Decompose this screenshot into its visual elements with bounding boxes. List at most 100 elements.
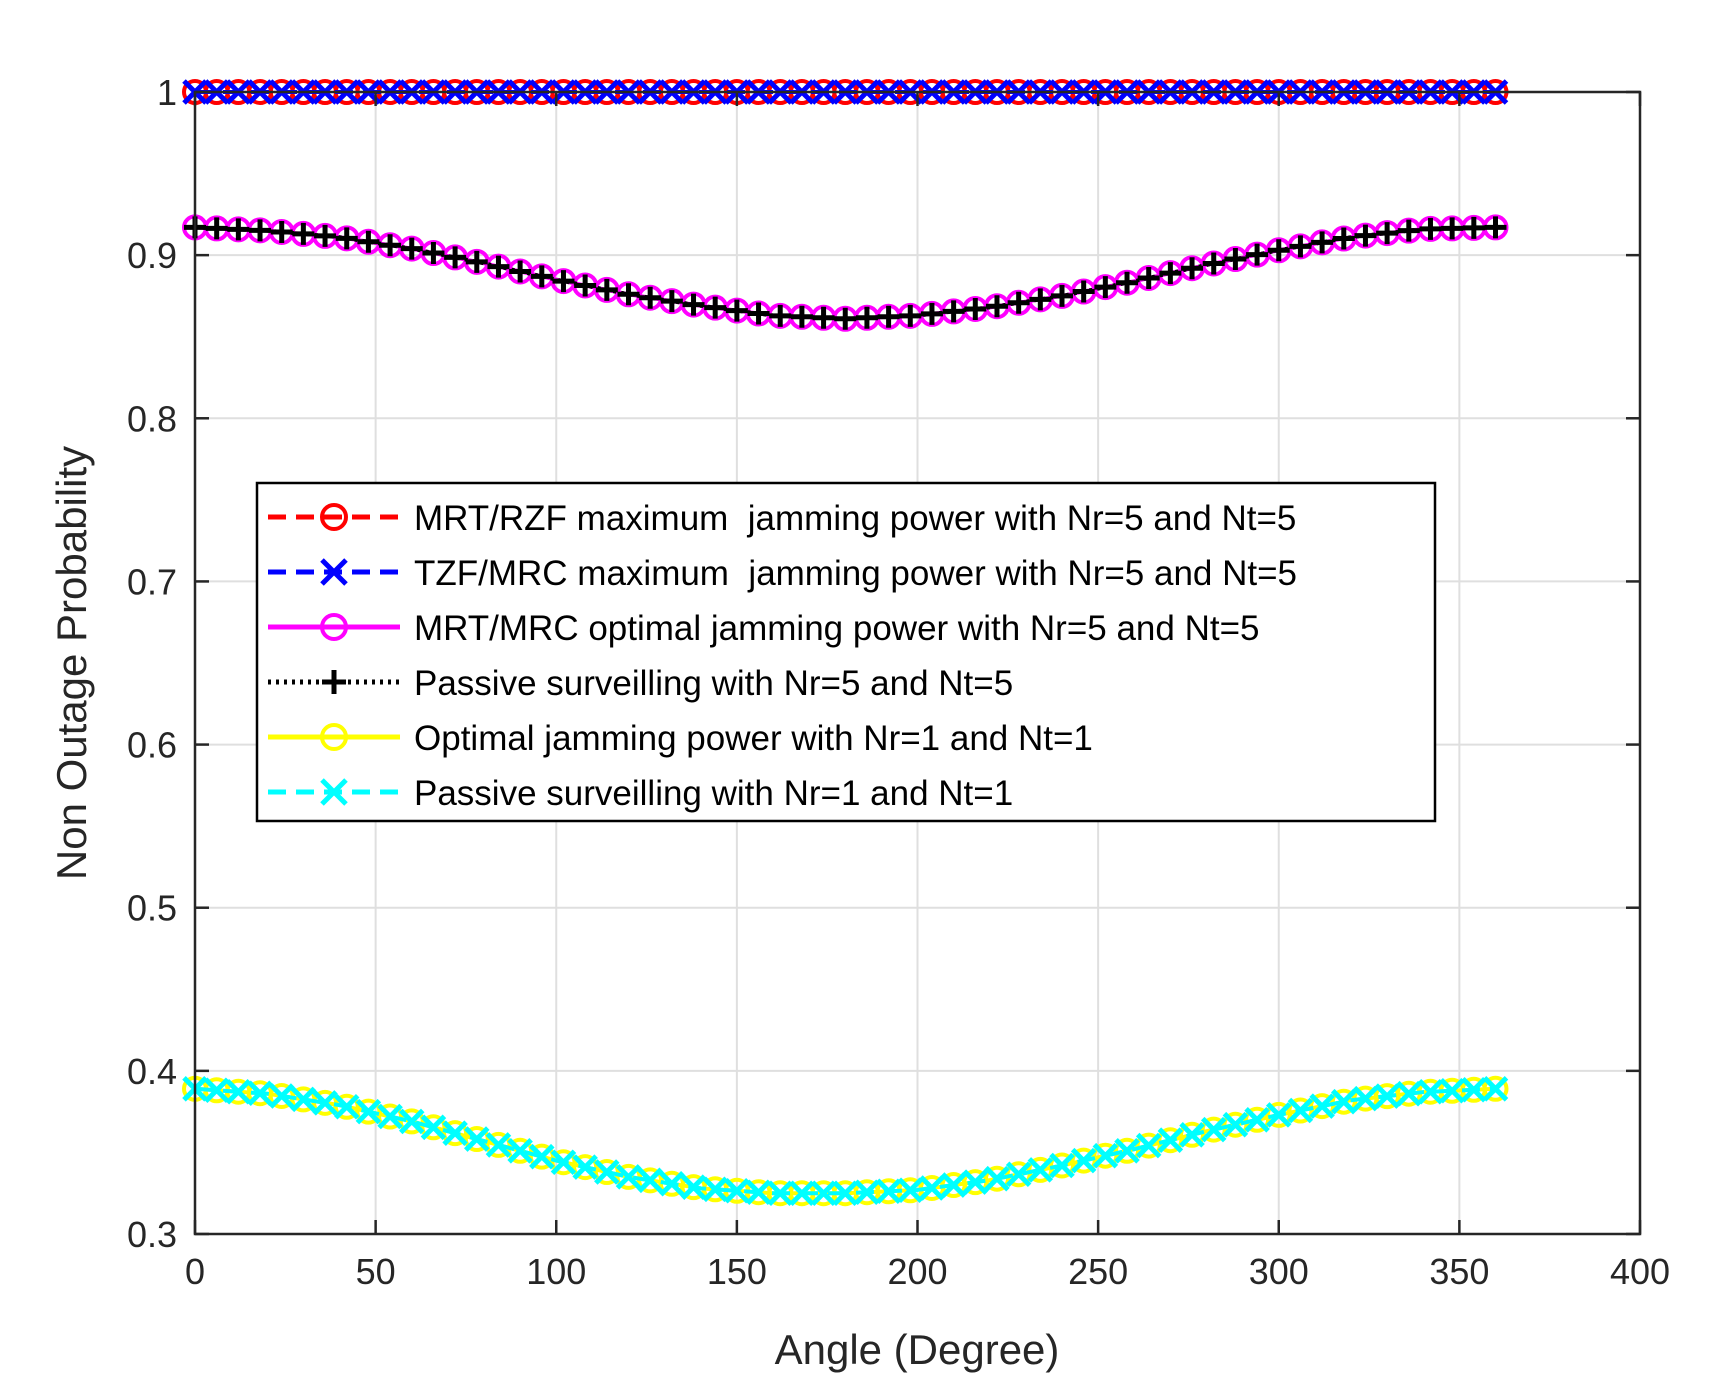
data-point <box>920 302 943 325</box>
data-point <box>1179 1122 1205 1148</box>
data-point <box>292 222 315 245</box>
data-point <box>1244 1107 1270 1133</box>
data-point <box>855 306 878 329</box>
data-point <box>1417 1078 1444 1105</box>
data-point <box>247 1080 273 1106</box>
data-point <box>1462 216 1485 239</box>
data-point <box>1246 243 1269 266</box>
data-point <box>1007 291 1030 314</box>
data-point <box>1027 1157 1054 1183</box>
data-point <box>724 1178 750 1204</box>
data-point <box>659 1170 685 1197</box>
data-point <box>1331 1088 1357 1115</box>
data-point <box>702 1176 728 1203</box>
data-point <box>875 1178 902 1205</box>
data-point <box>789 1180 815 1206</box>
x-axis-title: Angle (Degree) <box>775 1326 1060 1373</box>
data-point <box>552 270 575 293</box>
data-point <box>834 307 857 330</box>
data-point <box>985 295 1008 318</box>
legend-marker-5 <box>320 723 348 751</box>
data-point <box>1289 235 1312 258</box>
series-4 <box>184 216 1507 330</box>
data-point <box>919 1175 945 1201</box>
legend-label-3: MRT/MRC optimal jamming power with Nr=5 … <box>414 609 1259 648</box>
data-point <box>1029 288 1052 311</box>
data-point <box>769 304 792 327</box>
y-tick-label: 0.9 <box>127 235 177 276</box>
data-point <box>227 218 250 241</box>
data-point <box>1441 217 1464 240</box>
data-point <box>1352 1085 1379 1112</box>
data-point <box>1311 231 1334 254</box>
data-point <box>1332 227 1355 250</box>
data-point <box>225 1078 252 1105</box>
data-point <box>940 1172 967 1198</box>
data-point <box>1114 1138 1140 1164</box>
data-point <box>314 224 337 247</box>
data-point <box>1135 1132 1162 1159</box>
data-point <box>594 1159 620 1185</box>
data-point <box>1137 266 1160 289</box>
y-axis-title: Non Outage Probability <box>48 446 95 880</box>
data-point <box>897 1177 924 1204</box>
legend-marker-4 <box>322 670 346 694</box>
data-point <box>487 255 510 278</box>
x-tick-label: 350 <box>1429 1251 1489 1292</box>
data-point <box>1265 1102 1292 1128</box>
data-point <box>1005 1161 1032 1188</box>
x-tick-label: 0 <box>185 1251 205 1292</box>
data-point <box>984 1165 1010 1192</box>
y-tick-label: 0.3 <box>127 1214 177 1255</box>
x-tick-label: 100 <box>526 1251 586 1292</box>
data-point <box>767 1180 793 1206</box>
data-point <box>1051 284 1073 307</box>
data-point <box>899 304 922 327</box>
legend-marker-6 <box>320 778 348 806</box>
y-tick-label: 0.7 <box>127 561 177 602</box>
data-point <box>1287 1097 1314 1124</box>
data-point <box>444 246 467 269</box>
legend-label-4: Passive surveilling with Nr=5 and Nt=5 <box>414 664 1013 703</box>
data-point <box>1181 257 1204 280</box>
data-point <box>485 1132 512 1158</box>
legend-box <box>255 481 1437 823</box>
y-tick-label: 0.8 <box>127 398 177 439</box>
data-point <box>617 283 640 306</box>
data-point <box>1482 1075 1509 1102</box>
data-point <box>1439 1077 1465 1104</box>
y-tick-label: 1 <box>157 72 177 113</box>
series-6 <box>182 1076 1509 1206</box>
legend-samples <box>268 503 400 806</box>
data-point <box>877 305 900 328</box>
ticks <box>193 90 1642 1236</box>
legend-label-5: Optimal jamming power with Nr=1 and Nt=1 <box>414 719 1093 758</box>
data-point <box>812 306 835 329</box>
data-point <box>270 220 293 243</box>
data-point <box>1202 252 1225 275</box>
data-point <box>268 1083 295 1109</box>
data-point <box>1376 222 1399 245</box>
x-tick-label: 200 <box>887 1251 947 1292</box>
data-point <box>725 299 748 322</box>
data-point <box>1396 1080 1422 1107</box>
data-point <box>595 278 618 301</box>
data-point <box>529 1143 555 1170</box>
data-point <box>357 230 380 253</box>
data-point <box>854 1179 880 1206</box>
data-point <box>942 300 965 323</box>
legend-marker-2 <box>320 558 348 586</box>
data-point <box>205 217 228 240</box>
data-point <box>1461 1077 1487 1103</box>
data-point <box>1354 224 1377 247</box>
data-point <box>832 1180 859 1206</box>
data-point <box>1482 1076 1509 1102</box>
data-point <box>379 234 402 257</box>
data-point <box>1116 271 1139 294</box>
data-point <box>1159 262 1182 285</box>
data-point <box>1049 1152 1075 1179</box>
x-tick-label: 150 <box>707 1251 767 1292</box>
data-point <box>810 1180 837 1206</box>
data-point <box>574 274 597 297</box>
